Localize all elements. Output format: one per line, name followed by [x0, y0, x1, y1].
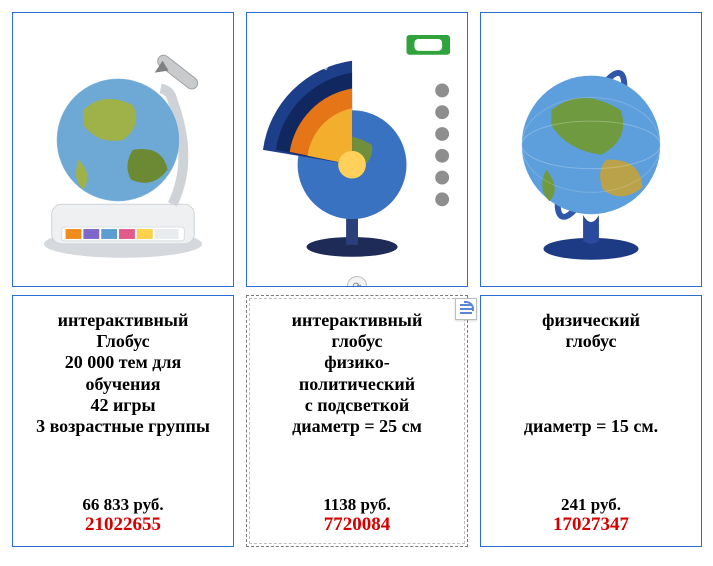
cutaway-globe-illustration — [258, 27, 456, 273]
product-price: 66 833 руб. — [19, 495, 227, 515]
product-desc-line: интерактивный — [253, 310, 461, 331]
product-sku: 21022655 — [19, 515, 227, 536]
product-desc-line: глобус — [487, 331, 695, 352]
product-desc-line — [487, 352, 695, 373]
product-price: 241 руб. — [487, 495, 695, 515]
product-desc-line: обучения — [19, 374, 227, 395]
product-desc-line: глобус — [253, 331, 461, 352]
product-desc-line: диаметр = 15 см. — [487, 416, 695, 437]
product-desc-line: 20 000 тем для — [19, 352, 227, 373]
layout-options-icon[interactable] — [455, 298, 477, 320]
product-sku: 17027347 — [487, 515, 695, 536]
physical-globe-illustration — [492, 27, 690, 273]
product-image-cell: ⟳ — [246, 12, 468, 287]
product-image-cell — [480, 12, 702, 287]
product-text-cell[interactable]: интерактивный глобус физико- политически… — [246, 295, 468, 547]
interactive-globe-pen-illustration — [24, 27, 222, 273]
product-desc-line: Глобус — [19, 331, 227, 352]
product-sku: 7720084 — [253, 515, 461, 536]
selection-handle-icon[interactable]: ⟳ — [347, 276, 367, 287]
product-desc-line: диаметр = 25 см — [253, 416, 461, 437]
product-image-cell — [12, 12, 234, 287]
product-grid: ⟳ интерактивный Глобус 20 000 тем для об… — [12, 12, 701, 547]
product-desc-line: 42 игры — [19, 395, 227, 416]
product-desc-line: физический — [487, 310, 695, 331]
product-desc-line: с подсветкой — [253, 395, 461, 416]
product-desc-line: интерактивный — [19, 310, 227, 331]
product-desc-line: физико- — [253, 352, 461, 373]
product-desc-line — [487, 374, 695, 395]
product-text-cell: интерактивный Глобус 20 000 тем для обуч… — [12, 295, 234, 547]
product-price: 1138 руб. — [253, 495, 461, 515]
product-desc-line: политический — [253, 374, 461, 395]
product-text-cell: физический глобус диаметр = 15 см. 241 р… — [480, 295, 702, 547]
product-desc-line — [487, 395, 695, 416]
product-desc-line: 3 возрастные группы — [19, 416, 227, 437]
